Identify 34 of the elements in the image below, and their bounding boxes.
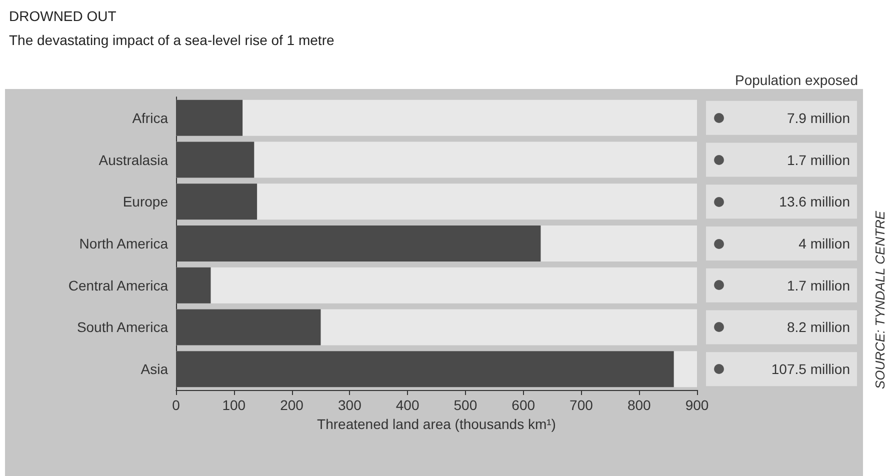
bar bbox=[176, 100, 243, 136]
x-tick-label: 300 bbox=[338, 397, 362, 413]
x-tick-label: 200 bbox=[280, 397, 304, 413]
y-tick-label: Central America bbox=[68, 277, 168, 294]
y-tick-label: Europe bbox=[122, 194, 168, 210]
x-tick-label: 800 bbox=[627, 397, 652, 413]
x-tick-label: 700 bbox=[570, 397, 594, 413]
text: Population exposed bbox=[735, 72, 858, 88]
x-tick-label: 400 bbox=[396, 397, 420, 413]
chart-subtitle: The devastating impact of a sea-level rise of 1 metre bbox=[9, 32, 334, 48]
bar bbox=[176, 184, 258, 220]
text: 8.2 million bbox=[786, 319, 850, 336]
text: 13.6 million bbox=[779, 194, 850, 210]
x-tick-label: 500 bbox=[454, 397, 478, 413]
text: 7.9 million bbox=[786, 110, 850, 126]
x-axis-title: Threatened land area (thousands km¹) bbox=[317, 416, 556, 432]
y-tick-label: Australasia bbox=[98, 152, 168, 168]
y-tick-label: Asia bbox=[140, 361, 168, 378]
x-tick-label: 0 bbox=[172, 397, 180, 413]
x-tick-label: 900 bbox=[685, 397, 709, 413]
bar bbox=[176, 142, 254, 178]
text: 1.7 million bbox=[786, 277, 850, 294]
bar bbox=[176, 309, 321, 346]
bar bbox=[176, 267, 211, 304]
text: 107.5 million bbox=[771, 361, 850, 378]
x-tick-label: 100 bbox=[222, 397, 246, 413]
y-tick-label: South America bbox=[76, 319, 168, 336]
x-tick-label: 600 bbox=[512, 397, 536, 413]
text: 1.7 million bbox=[786, 152, 850, 168]
source-note: SOURCE: TYNDALL CENTRE bbox=[872, 210, 888, 390]
text: 4 million bbox=[798, 236, 850, 252]
y-tick-label: North America bbox=[79, 236, 168, 252]
y-tick-label: Africa bbox=[132, 110, 168, 126]
text: DROWNED OUT bbox=[9, 8, 117, 24]
